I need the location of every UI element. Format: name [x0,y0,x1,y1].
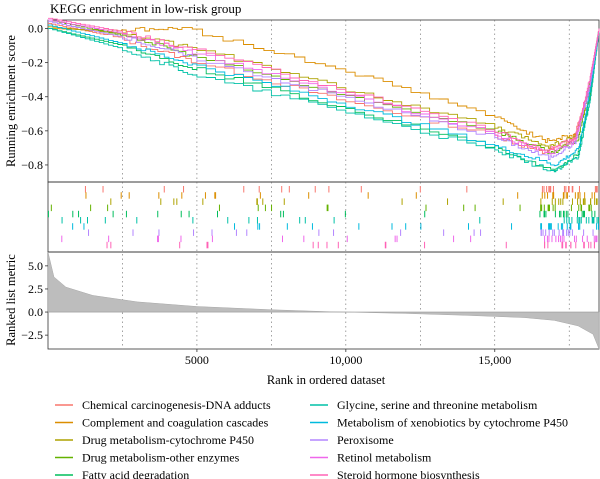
es-line [48,21,600,161]
es-line [48,22,600,155]
es-tick-label: 0.0 [28,22,43,36]
chart-title: KEGG enrichment in low-risk group [50,1,241,16]
es-line [48,24,600,167]
legend-label: Glycine, serine and threonine metabolism [337,398,538,412]
legend-label: Complement and coagulation cascades [82,416,269,430]
legend-label: Drug metabolism-cytochrome P450 [82,433,254,447]
es-line [48,26,600,143]
metric-tick-label: 5.0 [28,259,43,273]
metric-tick-label: 0.0 [28,305,43,319]
es-tick-label: −0.6 [21,124,43,138]
x-tick-label: 10,000 [329,353,362,367]
legend-label: Fatty acid degradation [82,468,189,479]
gene-hit-rugs [47,186,599,249]
es-lines [48,17,600,173]
es-line [48,28,600,173]
metric-panel-frame [47,251,600,350]
es-line [48,17,600,153]
legend-label: Steroid hormone biosynthesis [337,468,480,479]
x-ticks: 5000 10,000 15,000 [185,349,511,367]
ranked-metric-area-path [47,251,600,350]
es-tick-label: −0.4 [21,90,43,104]
x-axis-label: Rank in ordered dataset [267,373,386,387]
legend-label: Peroxisome [337,433,394,447]
ranked-metric-area [47,251,600,350]
metric-tick-label: 2.5 [28,282,43,296]
es-axis-label: Running enrichment score [4,35,18,167]
legend-label: Chemical carcinogenesis-DNA adducts [82,398,271,412]
es-tick-label: −0.2 [21,56,43,70]
legend-label: Drug metabolism-other enzymes [82,451,240,465]
metric-axis-label: Ranked list metric [4,254,18,346]
es-tick-label: −0.8 [21,158,43,172]
hits-panel-frame [47,181,600,253]
legend-label: Metabolism of xenobiotics by cytochrome … [337,416,568,430]
x-tick-label: 15,000 [478,353,511,367]
es-line [48,28,600,172]
metric-tick-label: −2.5 [21,328,43,342]
x-tick-label: 5000 [185,353,209,367]
es-panel-frame [47,19,600,183]
y-ticks: 0.0 −0.2 −0.4 −0.6 −0.8 5.0 2.5 0.0 −2.5 [21,22,48,342]
legend: Chemical carcinogenesis-DNA adducts Compl… [55,398,568,479]
legend-label: Retinol metabolism [337,451,432,465]
